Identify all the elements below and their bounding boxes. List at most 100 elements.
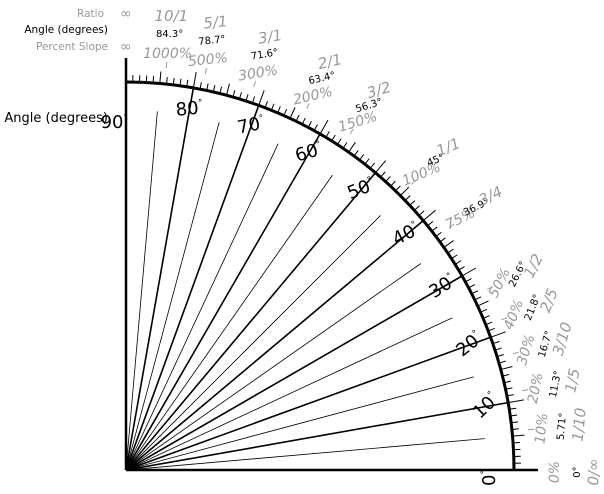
ray-75-deg	[125, 122, 220, 471]
tick-80-deg	[192, 72, 197, 88]
degree-label-50: 50°	[344, 174, 377, 204]
tick-66-deg	[283, 108, 288, 116]
tick-36-deg	[439, 237, 446, 243]
degree-symbol: °	[198, 98, 203, 108]
tick-26-deg	[474, 296, 482, 301]
slope-guide	[512, 351, 519, 355]
tick-75-deg	[225, 83, 231, 96]
slope-mark-4: 150%56.3°3/2	[336, 78, 393, 136]
tick-67-deg	[277, 106, 281, 114]
tick-27-deg	[471, 290, 479, 295]
tick-74-deg	[232, 90, 236, 98]
slope-mark-11: 10% 5.71° 1/10	[527, 407, 590, 445]
degree-symbol: °	[258, 113, 264, 124]
tick-17-deg	[496, 354, 504, 358]
tick-29-deg	[465, 278, 472, 283]
tick-63-deg	[301, 117, 306, 125]
tick-45-deg	[400, 186, 410, 196]
degree-symbol: °	[486, 389, 496, 399]
tick-72-deg	[245, 94, 249, 102]
slope-guide	[448, 223, 455, 228]
slope-percent: 0%	[547, 461, 563, 483]
slope-angle: 71.6°	[250, 47, 279, 62]
radial-lines	[125, 87, 509, 471]
slope-angle: 84.3°	[156, 29, 183, 40]
slope-ratio: 5/1	[202, 12, 228, 32]
slope-ratio: 1/2	[520, 251, 547, 281]
ray-5-deg	[125, 438, 485, 471]
slope-marks: 1000%84.3°10/1500%78.7°5/1300%71.6°3/120…	[143, 7, 602, 486]
slope-mark-9: 30%16.7°3/10	[512, 320, 576, 367]
ray-25-deg	[125, 317, 453, 471]
slope-mark-10: 20% 11.3°1/5	[522, 367, 584, 405]
tick-13-deg	[503, 380, 511, 384]
tick-47-deg	[390, 180, 396, 187]
tick-76-deg	[219, 86, 223, 94]
slope-guide	[306, 103, 310, 109]
tick-50-deg	[375, 160, 387, 174]
degree-label-0: 0°	[479, 470, 500, 486]
tick-marks	[132, 71, 525, 464]
slope-ratio: 1/1	[434, 134, 463, 160]
tick-28-deg	[468, 284, 475, 289]
tick-70-deg	[258, 90, 265, 106]
degree-symbol: °	[410, 219, 419, 230]
ray-40-deg	[125, 219, 424, 471]
tick-85-deg	[159, 71, 162, 84]
tick-15-deg	[500, 365, 513, 371]
ray-85-deg	[125, 111, 158, 471]
tick-11-deg	[506, 394, 514, 397]
tick-43-deg	[409, 200, 416, 206]
slope-mark-5: 100%45°1/1	[400, 134, 463, 189]
tick-55-deg	[348, 142, 356, 153]
tick-23-deg	[482, 315, 490, 319]
tick-71-deg	[251, 96, 256, 104]
tick-22-deg	[485, 321, 493, 326]
slope-mark-8: 40%21.8°2/5	[501, 286, 562, 332]
tick-21-deg	[488, 327, 495, 332]
degree-label-20: 20°	[452, 328, 487, 361]
tick-18-deg	[494, 347, 502, 351]
slope-ratio: 2/5	[536, 286, 562, 315]
tick-58-deg	[331, 134, 336, 142]
tick-12-deg	[505, 387, 513, 390]
slope-ratio: 1/10	[569, 407, 590, 442]
tick-14-deg	[502, 373, 510, 377]
tick-34-deg	[447, 248, 454, 254]
slope-percent: 10%	[532, 412, 551, 445]
slope-mark-12: 0% 0° 0/∞	[547, 458, 603, 485]
tick-65-deg	[289, 107, 296, 119]
degree-symbol: °	[480, 470, 490, 475]
slope-guide	[349, 128, 354, 135]
slope-percent: 300%	[237, 62, 279, 84]
tick-51-deg	[369, 162, 375, 169]
slope-angle: 78.7°	[198, 34, 226, 48]
tick-39-deg	[427, 221, 434, 227]
degree-symbol: °	[124, 113, 129, 123]
degree-label-10: 10°	[469, 389, 503, 423]
slope-mark-2: 300%71.6°3/1	[237, 26, 283, 87]
ray-80-deg	[125, 87, 195, 471]
tick-9-deg	[509, 407, 517, 410]
slope-guide	[527, 428, 535, 431]
legend-ratio-infinity: ∞	[120, 6, 132, 22]
tick-40-deg	[422, 209, 436, 221]
tick-35-deg	[443, 240, 454, 248]
tick-59-deg	[325, 131, 330, 138]
slope-guide	[204, 67, 207, 74]
tick-82-deg	[179, 78, 182, 86]
legend-percent-infinity: ∞	[120, 39, 132, 55]
tick-69-deg	[264, 101, 269, 108]
tick-60-deg	[319, 119, 329, 135]
tick-5-deg	[512, 434, 525, 437]
tick-44-deg	[404, 195, 411, 201]
slope-angle: 63.4°	[307, 70, 336, 87]
slope-guide	[165, 61, 168, 69]
tick-79-deg	[199, 82, 202, 90]
slope-guide	[522, 389, 529, 392]
slope-ratio: 3/10	[549, 320, 576, 357]
tick-49-deg	[380, 171, 386, 178]
slope-mark-3: 200%63.4°2/1	[292, 50, 344, 109]
slope-guide	[411, 179, 417, 185]
slope-mark-1: 500% 78.7° 5/1	[187, 12, 229, 74]
